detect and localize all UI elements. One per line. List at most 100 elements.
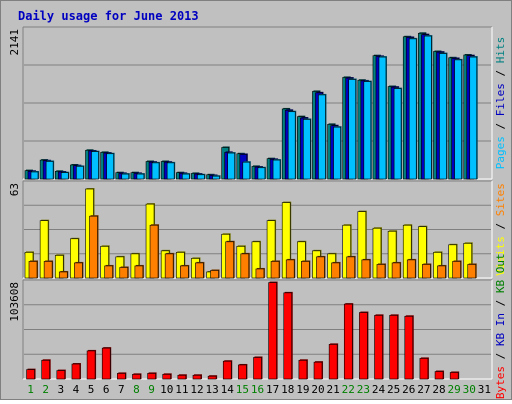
x-tick-label: 19 bbox=[296, 383, 309, 396]
bar-kbytes-day-12 bbox=[192, 374, 202, 380]
series-sites bbox=[28, 215, 477, 279]
side-legend-part: / bbox=[494, 346, 507, 366]
bar-pages-day-12 bbox=[197, 174, 205, 180]
bar-kbytes-day-17 bbox=[268, 282, 277, 380]
bar-kbytes-day-22 bbox=[343, 303, 353, 380]
x-tick-label: 2 bbox=[42, 383, 49, 396]
panel-hits: 2141 Pages / Files / Hits bbox=[8, 26, 507, 180]
bar-pages-day-26 bbox=[408, 38, 417, 180]
bar-kbytes-day-29 bbox=[449, 372, 459, 380]
x-tick-label: 12 bbox=[190, 383, 203, 396]
bar-pages-day-19 bbox=[303, 119, 311, 180]
bar-pages-day-27 bbox=[424, 35, 432, 180]
bar-pages-day-20 bbox=[318, 94, 326, 180]
y-max-label: 2141 bbox=[8, 29, 21, 56]
bar-kbytes-day-15 bbox=[238, 364, 247, 380]
bar-kbytes-day-9 bbox=[147, 373, 156, 380]
bar-sites-day-22 bbox=[346, 256, 356, 279]
y-max-label: 103608 bbox=[8, 282, 21, 322]
bar-pages-day-18 bbox=[287, 111, 296, 180]
side-legend-part: Files bbox=[494, 83, 507, 116]
bar-sites-day-29 bbox=[452, 261, 461, 279]
bar-sites-day-1 bbox=[28, 261, 38, 279]
x-tick-label: 7 bbox=[118, 383, 125, 396]
x-tick-label: 28 bbox=[432, 383, 445, 396]
bar-pages-day-30 bbox=[469, 56, 478, 180]
bar-pages-day-15 bbox=[242, 161, 251, 180]
side-legend-part: Visits bbox=[494, 236, 507, 276]
bar-pages-day-11 bbox=[181, 173, 190, 180]
series-kbytes bbox=[26, 281, 460, 380]
bar-sites-day-23 bbox=[361, 259, 371, 279]
x-tick-label: 25 bbox=[387, 383, 400, 396]
side-legend-hits: Pages / Files / Hits bbox=[494, 37, 507, 170]
chart-title: Daily usage for June 2013 bbox=[18, 9, 199, 23]
bar-kbytes-day-25 bbox=[389, 315, 398, 380]
bar-sites-day-18 bbox=[285, 259, 295, 279]
x-tick-label: 26 bbox=[402, 383, 415, 396]
bar-kbytes-day-24 bbox=[374, 315, 383, 380]
bar-sites-day-5 bbox=[89, 215, 98, 279]
x-tick-label: 14 bbox=[221, 383, 235, 396]
bar-sites-day-7 bbox=[119, 267, 129, 279]
bar-sites-day-24 bbox=[376, 264, 386, 279]
bar-pages-day-25 bbox=[393, 88, 402, 180]
x-tick-label: 1 bbox=[27, 383, 34, 396]
bar-pages-day-28 bbox=[439, 53, 447, 180]
bar-pages-day-5 bbox=[91, 151, 99, 180]
bar-kbytes-day-4 bbox=[71, 363, 81, 380]
x-tick-label: 6 bbox=[103, 383, 110, 396]
bar-pages-day-22 bbox=[348, 79, 357, 180]
bar-pages-day-23 bbox=[363, 81, 372, 180]
bar-pages-day-3 bbox=[60, 172, 69, 180]
series-pages bbox=[30, 35, 478, 180]
bar-pages-day-1 bbox=[30, 171, 39, 180]
bar-sites-day-26 bbox=[406, 259, 416, 279]
x-tick-label: 10 bbox=[160, 383, 173, 396]
x-tick-label: 11 bbox=[175, 383, 188, 396]
side-legend-part: / bbox=[494, 293, 507, 313]
bar-pages-day-4 bbox=[76, 166, 84, 180]
x-tick-label: 29 bbox=[448, 383, 461, 396]
bar-kbytes-day-10 bbox=[162, 374, 172, 380]
x-tick-label: 22 bbox=[342, 383, 355, 396]
bar-sites-day-3 bbox=[58, 271, 68, 279]
bar-sites-day-15 bbox=[240, 253, 250, 279]
x-tick-label: 17 bbox=[266, 383, 279, 396]
bar-kbytes-day-16 bbox=[253, 357, 262, 380]
bar-sites-day-12 bbox=[195, 262, 204, 279]
bar-sites-day-14 bbox=[225, 241, 234, 279]
bar-sites-day-6 bbox=[104, 265, 113, 279]
bar-pages-day-13 bbox=[212, 175, 220, 180]
side-legend-part: Hits bbox=[494, 37, 507, 64]
bar-pages-day-24 bbox=[378, 56, 387, 180]
bar-sites-day-8 bbox=[134, 265, 144, 279]
bar-kbytes-day-13 bbox=[207, 375, 217, 380]
bar-kbytes-day-18 bbox=[283, 292, 293, 380]
bar-kbytes-day-5 bbox=[86, 350, 96, 380]
side-legend-part: KB Out bbox=[494, 253, 507, 293]
x-tick-label: 31 bbox=[478, 383, 491, 396]
x-tick-label: 8 bbox=[133, 383, 140, 396]
bar-sites-day-20 bbox=[316, 256, 325, 279]
x-tick-label: 30 bbox=[463, 383, 476, 396]
bar-sites-day-10 bbox=[164, 253, 174, 279]
side-legend-visits: Visits / Sites bbox=[494, 183, 507, 276]
bar-kbytes-day-3 bbox=[56, 370, 66, 380]
bar-kbytes-day-28 bbox=[434, 371, 444, 380]
side-legend-part: / bbox=[494, 216, 507, 236]
x-tick-label: 5 bbox=[88, 383, 95, 396]
x-tick-label: 20 bbox=[311, 383, 324, 396]
bar-sites-day-2 bbox=[43, 261, 53, 279]
bar-kbytes-day-27 bbox=[419, 358, 429, 380]
bar-pages-day-8 bbox=[136, 173, 145, 180]
bar-sites-day-9 bbox=[149, 224, 159, 279]
side-legend-part: Sites bbox=[494, 183, 507, 216]
bar-pages-day-2 bbox=[45, 161, 54, 180]
x-tick-label: 16 bbox=[251, 383, 264, 396]
x-tick-label: 21 bbox=[327, 383, 340, 396]
x-tick-label: 4 bbox=[73, 383, 80, 396]
bar-sites-day-16 bbox=[255, 268, 265, 279]
x-tick-label: 3 bbox=[58, 383, 65, 396]
side-legend-part: Pages bbox=[494, 136, 507, 169]
